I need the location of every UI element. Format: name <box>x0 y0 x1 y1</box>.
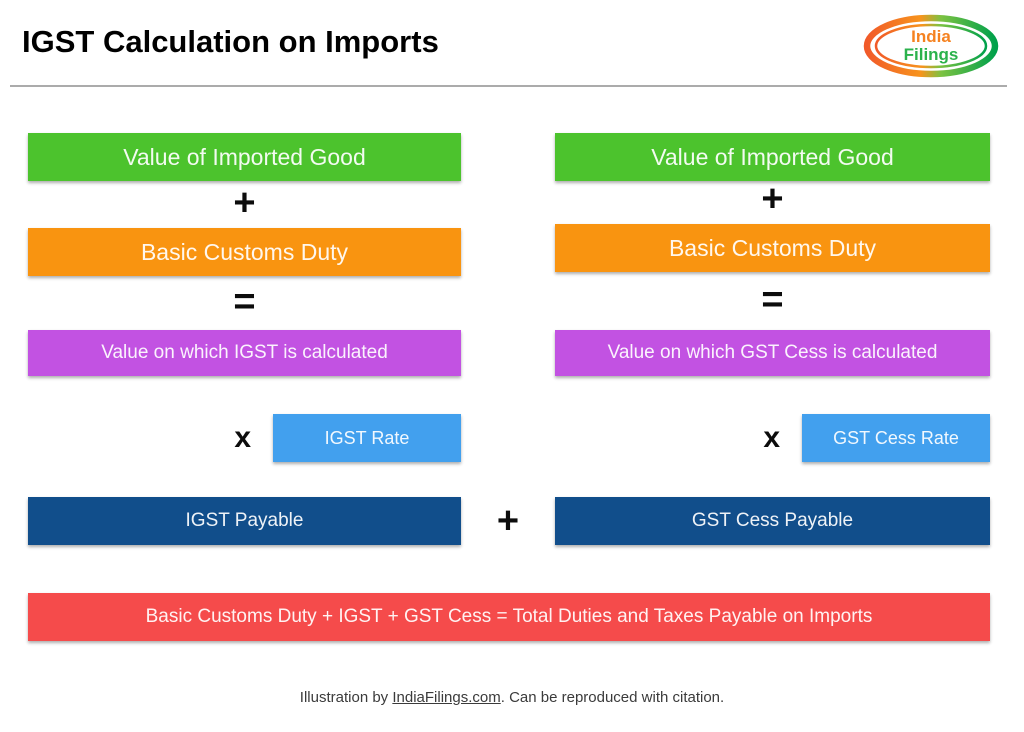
igst-payable-box: IGST Payable <box>28 497 461 545</box>
equals-operator: = <box>761 278 784 321</box>
value-of-imported-good-box: Value of Imported Good <box>555 133 990 181</box>
logo-inner-ring <box>874 23 988 69</box>
igst-calculation-column: Value of Imported Good + Basic Customs D… <box>28 133 461 545</box>
gst-cess-rate-row: x GST Cess Rate <box>555 414 990 462</box>
logo-outer-ring <box>863 14 999 78</box>
igst-base-value-box: Value on which IGST is calculated <box>28 330 461 376</box>
citation-suffix: . Can be reproduced with citation. <box>500 689 725 706</box>
total-duties-taxes-box: Basic Customs Duty + IGST + GST Cess = T… <box>28 593 990 641</box>
indiafilings-logo-icon: India Filings <box>860 14 1002 78</box>
header-divider <box>10 85 1007 87</box>
citation-prefix: Illustration by <box>299 689 393 706</box>
plus-operator-between-payables: + <box>496 499 520 542</box>
gst-cess-payable-box: GST Cess Payable <box>555 497 990 545</box>
indiafilings-link[interactable]: IndiaFilings.com <box>392 689 501 706</box>
gst-cess-base-value-box: Value on which GST Cess is calculated <box>555 330 990 376</box>
multiply-operator: x <box>234 421 251 454</box>
gst-cess-calculation-column: Value of Imported Good + Basic Customs D… <box>555 133 990 545</box>
basic-customs-duty-box: Basic Customs Duty <box>555 224 990 272</box>
igst-rate-box: IGST Rate <box>273 414 461 462</box>
value-of-imported-good-box: Value of Imported Good <box>28 133 461 181</box>
equals-operator: = <box>233 280 256 323</box>
igst-rate-row: x IGST Rate <box>28 414 461 462</box>
logo-text-india: India <box>911 27 951 46</box>
multiply-operator: x <box>763 421 780 454</box>
plus-operator: + <box>233 181 256 224</box>
gst-cess-rate-box: GST Cess Rate <box>802 414 990 462</box>
citation-footer: Illustration by IndiaFilings.com. Can be… <box>0 689 1024 706</box>
basic-customs-duty-box: Basic Customs Duty <box>28 228 461 276</box>
page-title: IGST Calculation on Imports <box>22 24 439 59</box>
plus-operator: + <box>761 177 784 220</box>
logo-text-filings: Filings <box>904 45 959 64</box>
